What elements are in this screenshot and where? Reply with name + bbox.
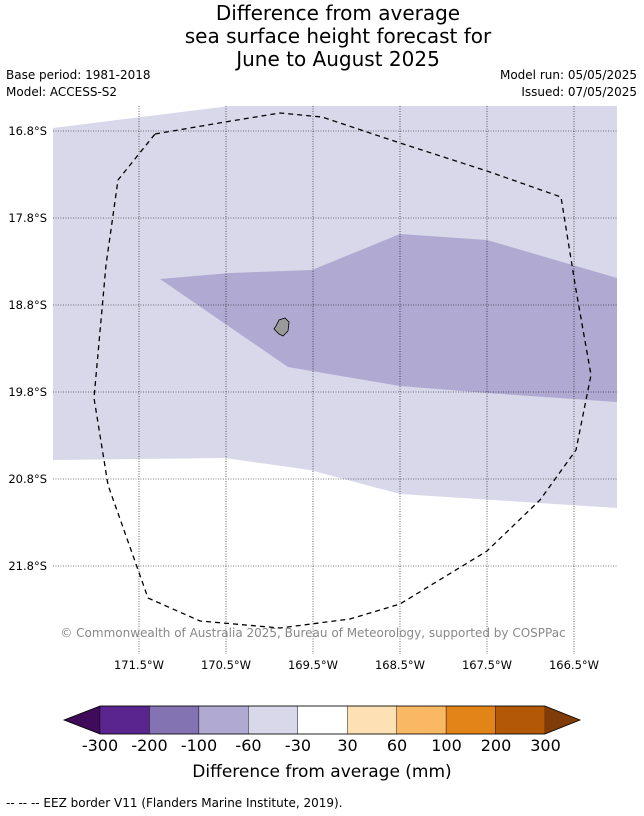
colorbar-tick: 200 bbox=[480, 736, 512, 755]
colorbar-tick: -200 bbox=[131, 736, 168, 755]
eez-legend-note: -- -- -- EEZ border V11 (Flanders Marine… bbox=[6, 796, 343, 810]
title-line-3: June to August 2025 bbox=[236, 47, 440, 71]
lat-label: 19.8°S bbox=[8, 385, 47, 399]
colorbar-segment bbox=[495, 705, 546, 735]
colorbar-tick: -60 bbox=[235, 736, 262, 755]
issued-label: Issued: 07/05/2025 bbox=[521, 85, 637, 99]
meta-right: Model run: 05/05/2025 Issued: 07/05/2025 bbox=[500, 67, 637, 101]
colorbar-tick: -100 bbox=[180, 736, 218, 755]
map-title: Difference from average sea surface heig… bbox=[0, 2, 644, 71]
map-plot-area bbox=[53, 106, 617, 654]
colorbar-segment bbox=[198, 705, 249, 735]
colorbar-tick: -30 bbox=[284, 736, 312, 755]
lon-labels: 171.5°W 170.5°W 169.5°W 168.5°W 167.5°W … bbox=[114, 658, 599, 672]
colorbar-segment bbox=[297, 705, 348, 735]
colorbar-tick: 100 bbox=[431, 736, 462, 755]
model-run-label: Model run: 05/05/2025 bbox=[499, 68, 637, 82]
colorbar-segment bbox=[347, 705, 397, 735]
copyright-notice: © Commonwealth of Australia 2025, Bureau… bbox=[60, 626, 565, 640]
colorbar bbox=[62, 705, 582, 735]
title-line-2: sea surface height forecast for bbox=[184, 24, 492, 48]
island-land bbox=[273, 317, 290, 337]
colorbar-tick: 30 bbox=[337, 736, 358, 755]
graticule bbox=[53, 106, 617, 654]
colorbar-tick: -300 bbox=[81, 736, 119, 755]
lat-label: 18.8°S bbox=[8, 298, 47, 312]
lat-labels: 16.8°S 17.8°S 18.8°S 19.8°S 20.8°S 21.8°… bbox=[8, 124, 47, 573]
lat-label: 21.8°S bbox=[8, 559, 47, 573]
model-label: Model: ACCESS-S2 bbox=[6, 85, 118, 99]
colorbar-extend-high bbox=[545, 706, 580, 734]
meta-left: Base period: 1981-2018 Model: ACCESS-S2 bbox=[6, 67, 151, 101]
medium-lavender-zone bbox=[160, 234, 617, 402]
colorbar-segment bbox=[396, 705, 447, 735]
lon-label: 168.5°W bbox=[375, 658, 425, 672]
base-period-label: Base period: 1981-2018 bbox=[6, 68, 151, 82]
colorbar-tick: 60 bbox=[386, 736, 408, 755]
lat-label: 16.8°S bbox=[8, 124, 47, 138]
colorbar-segment bbox=[149, 705, 200, 735]
lon-label: 170.5°W bbox=[201, 658, 251, 672]
colorbar-tick: 300 bbox=[530, 736, 561, 755]
colorbar-outline bbox=[62, 705, 582, 735]
colorbar-segment bbox=[248, 705, 298, 735]
lat-label: 20.8°S bbox=[8, 472, 47, 486]
eez-border bbox=[93, 112, 592, 629]
colorbar-extend-low bbox=[64, 706, 100, 734]
lon-label: 167.5°W bbox=[462, 658, 512, 672]
colorbar-tick-labels: -300 -200 -100 -60 -30 30 60 100 200 300 bbox=[0, 736, 644, 756]
lon-label: 171.5°W bbox=[114, 658, 164, 672]
lat-label: 17.8°S bbox=[8, 211, 47, 225]
colorbar-segment bbox=[445, 705, 496, 735]
lon-label: 166.5°W bbox=[549, 658, 599, 672]
lon-label: 169.5°W bbox=[288, 658, 338, 672]
colorbar-title: Difference from average (mm) bbox=[192, 762, 452, 782]
colorbar-segment bbox=[99, 705, 150, 735]
title-line-1: Difference from average bbox=[215, 1, 461, 25]
